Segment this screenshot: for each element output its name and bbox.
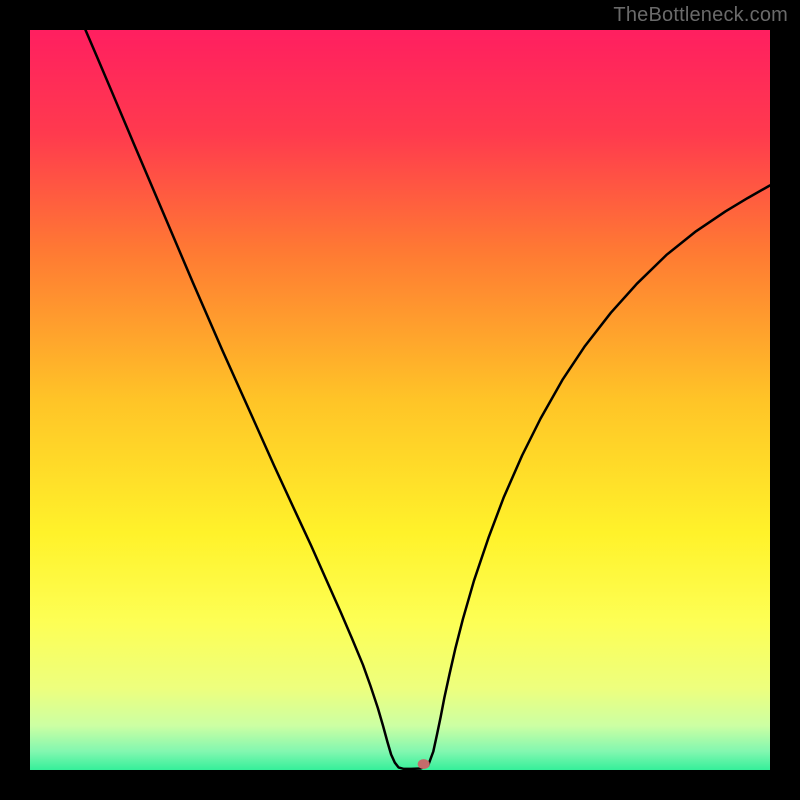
curve-min-marker [418,759,430,769]
chart-svg [30,30,770,770]
chart-background [30,30,770,770]
watermark-text: TheBottleneck.com [613,4,788,27]
chart-plot-area [30,30,770,770]
